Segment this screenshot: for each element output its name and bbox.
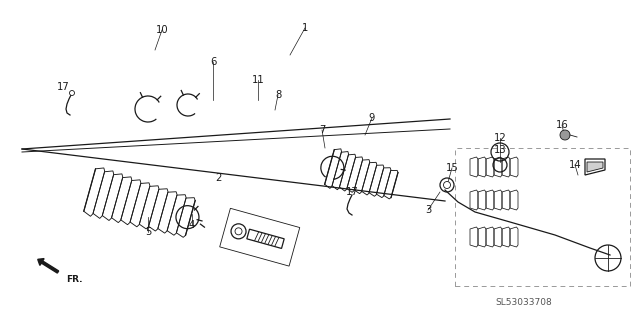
Text: 12: 12 — [493, 133, 506, 143]
Text: 16: 16 — [556, 120, 568, 130]
Text: 8: 8 — [275, 90, 281, 100]
Circle shape — [70, 91, 74, 95]
Text: SL53033708: SL53033708 — [495, 298, 552, 307]
Text: 15: 15 — [445, 163, 458, 173]
Circle shape — [235, 228, 242, 235]
Text: 3: 3 — [425, 205, 431, 215]
Text: 14: 14 — [569, 160, 581, 170]
Circle shape — [560, 130, 570, 140]
Text: 10: 10 — [156, 25, 168, 35]
Polygon shape — [587, 162, 603, 172]
FancyArrow shape — [38, 259, 59, 273]
Text: 1: 1 — [302, 23, 308, 33]
Bar — [455, 148, 630, 286]
Text: 11: 11 — [252, 75, 264, 85]
Text: 5: 5 — [145, 227, 151, 237]
Text: 17: 17 — [56, 82, 69, 92]
Text: FR.: FR. — [66, 275, 83, 284]
Text: 7: 7 — [319, 125, 325, 135]
Text: 6: 6 — [210, 57, 216, 67]
Circle shape — [444, 182, 451, 189]
Text: 2: 2 — [215, 173, 221, 183]
Text: 13: 13 — [493, 145, 506, 155]
Text: 4: 4 — [189, 220, 195, 230]
Text: 9: 9 — [369, 113, 375, 123]
Text: 17: 17 — [346, 187, 358, 197]
